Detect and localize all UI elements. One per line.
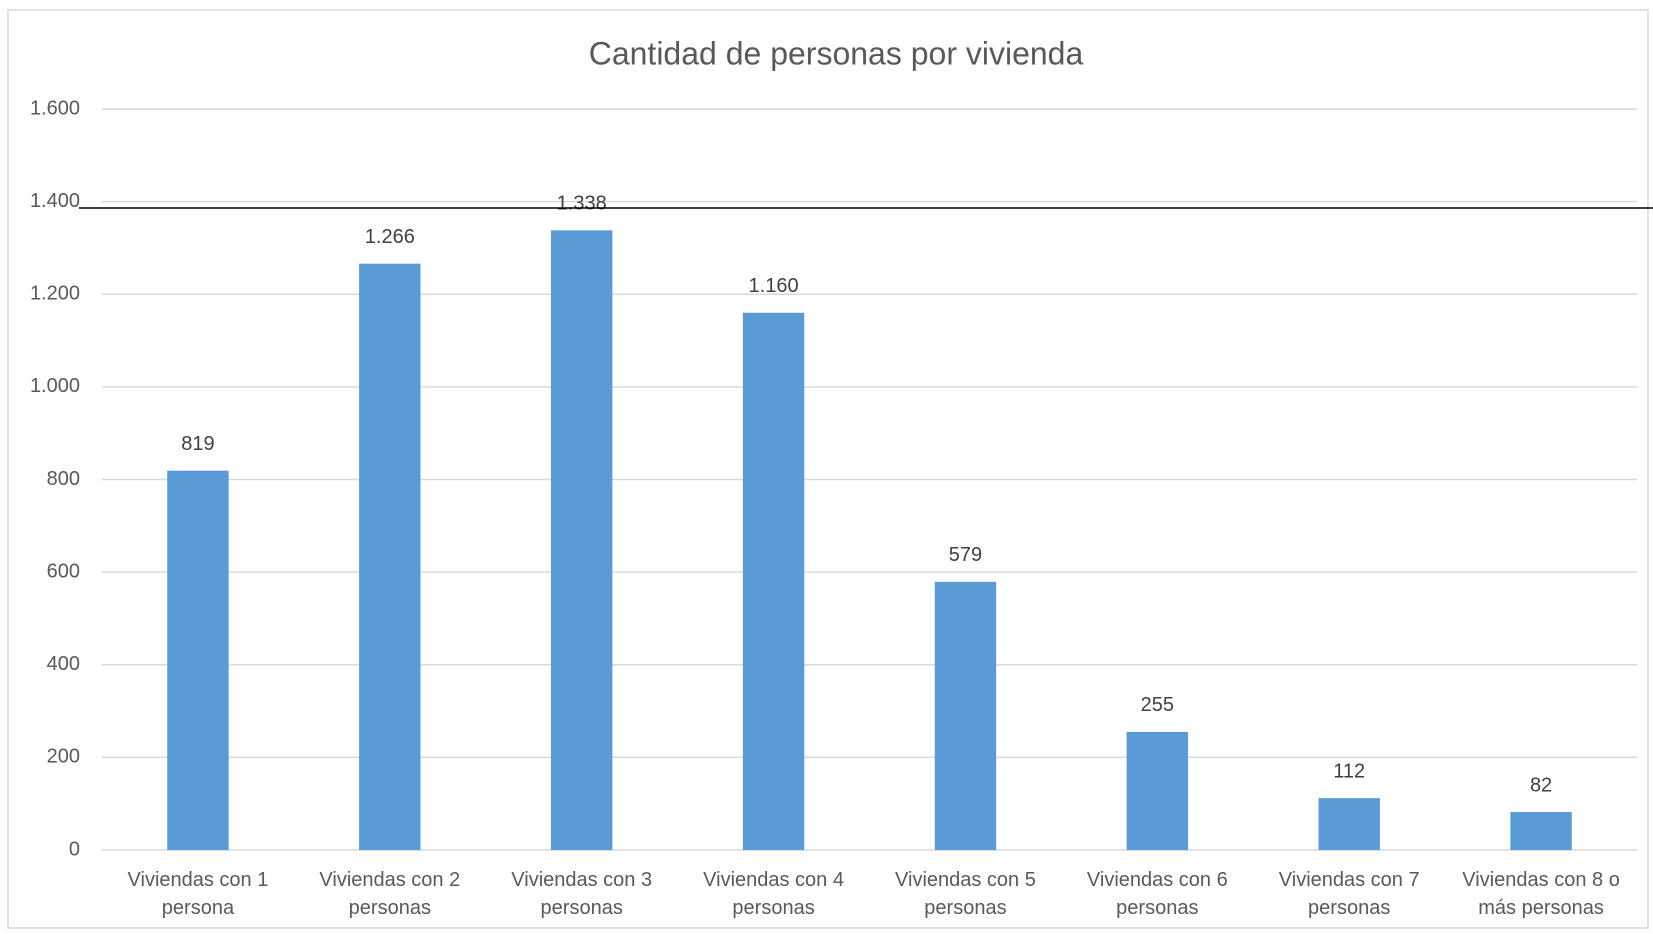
x-tick-label: Viviendas con 3 personas [511, 869, 653, 919]
grid [102, 108, 1637, 851]
y-tick-label: 800 [47, 468, 80, 490]
x-tick-label: Viviendas con 7 personas [1278, 869, 1420, 919]
chart-title: Cantidad de personas por vivienda [589, 35, 1084, 71]
bar [1318, 798, 1380, 850]
value-label: 1.338 [557, 193, 607, 215]
y-tick-label: 200 [47, 746, 80, 768]
x-tick-label: Viviendas con 5 personas [895, 869, 1036, 919]
bar [550, 230, 613, 850]
bar [1510, 812, 1572, 850]
x-tick-label: Viviendas con 8 o más personas [1462, 869, 1620, 919]
y-tick-label: 1.200 [30, 283, 80, 305]
y-tick-label: 1.600 [30, 97, 80, 119]
y-tick-label: 400 [47, 653, 80, 675]
y-tick-label: 1.400 [30, 190, 80, 212]
value-label: 1.266 [365, 226, 415, 248]
value-label: 1.160 [749, 275, 799, 297]
bar [167, 470, 229, 850]
y-tick-label: 600 [47, 560, 80, 582]
y-tick-label: 0 [69, 838, 80, 860]
x-tick-label: Viviendas con 6 personas [1086, 869, 1228, 919]
bar [1126, 731, 1189, 850]
bar [359, 263, 421, 851]
bar [742, 312, 805, 850]
value-label: 819 [181, 433, 214, 455]
chart-border [7, 9, 1649, 929]
x-tick-label: Viviendas con 2 personas [319, 869, 461, 919]
bar [934, 581, 997, 850]
x-tick-label: Viviendas con 1 persona [127, 869, 269, 919]
y-tick-label: 1.000 [30, 375, 80, 397]
value-label: 82 [1530, 774, 1552, 796]
x-tick-label: Viviendas con 4 personas [703, 869, 844, 919]
value-label: 255 [1141, 694, 1174, 716]
value-label: 579 [949, 544, 982, 566]
value-label: 112 [1333, 760, 1365, 782]
